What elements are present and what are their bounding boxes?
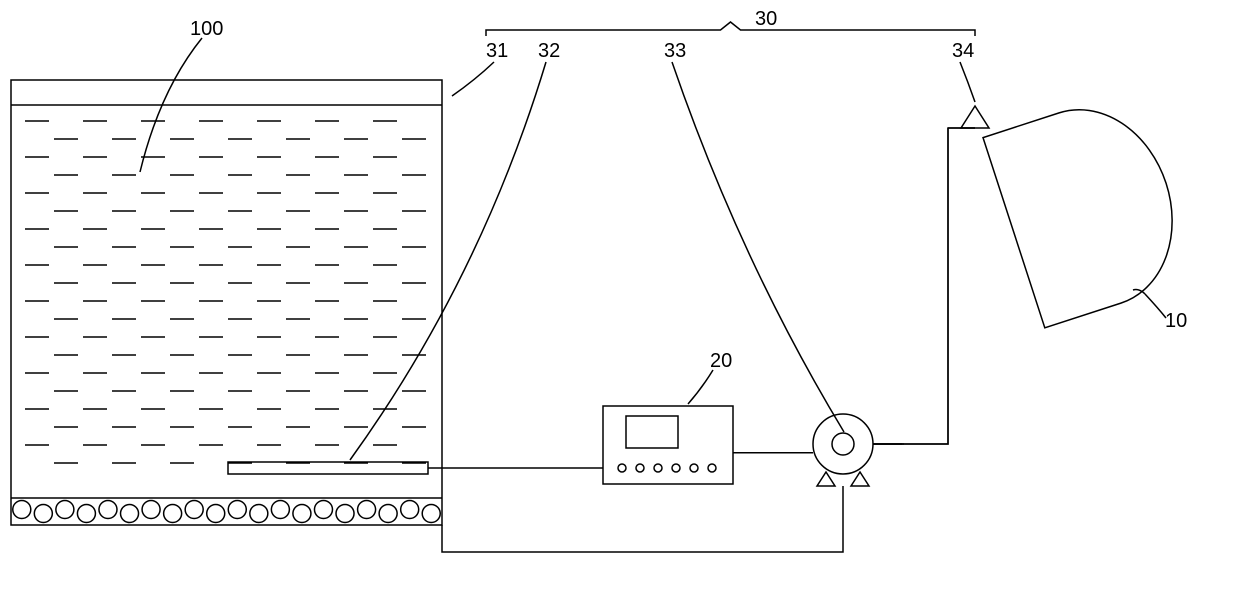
bracket-30 bbox=[486, 22, 975, 36]
label-34: 34 bbox=[952, 40, 974, 63]
pump-body bbox=[813, 414, 873, 474]
diagram-canvas: 100 30 31 32 33 34 20 10 bbox=[0, 0, 1240, 597]
label-31: 31 bbox=[486, 40, 508, 63]
leader-l33 bbox=[672, 62, 844, 432]
leader-l10 bbox=[1145, 294, 1166, 318]
leader-l31 bbox=[452, 62, 494, 96]
label-30: 30 bbox=[755, 8, 777, 31]
label-10: 10 bbox=[1165, 310, 1187, 333]
sensor-bar bbox=[228, 462, 428, 474]
leader-l20 bbox=[688, 370, 713, 404]
vessel-10 bbox=[983, 88, 1197, 328]
tank-outline bbox=[11, 80, 442, 525]
nozzle-34 bbox=[961, 106, 989, 128]
label-32: 32 bbox=[538, 40, 560, 63]
label-20: 20 bbox=[710, 350, 732, 373]
diagram-svg bbox=[0, 0, 1240, 597]
leader-l34 bbox=[960, 62, 975, 102]
label-33: 33 bbox=[664, 40, 686, 63]
label-100: 100 bbox=[190, 18, 223, 41]
